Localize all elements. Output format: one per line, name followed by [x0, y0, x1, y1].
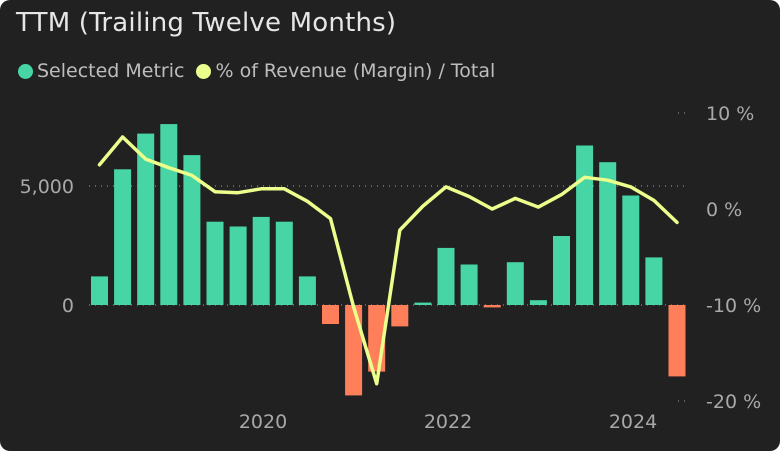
left-axis-tick-label: 5,000 — [20, 176, 74, 198]
x-axis-tick-label: 2020 — [239, 411, 287, 433]
bar — [252, 216, 270, 305]
bar — [206, 221, 224, 305]
legend-marker-icon — [18, 63, 33, 79]
bar — [668, 305, 686, 377]
bar — [91, 276, 108, 305]
x-axis-tick-label: 2024 — [609, 411, 657, 433]
bar — [506, 262, 524, 305]
left-axis-tick-label: 0 — [62, 295, 74, 317]
bar — [322, 305, 339, 324]
bar — [183, 155, 201, 305]
bar — [437, 247, 455, 305]
bar — [645, 257, 663, 305]
legend-marker-icon — [196, 63, 212, 79]
chart-title: TTM (Trailing Twelve Months) — [16, 8, 397, 38]
bar — [137, 133, 155, 305]
bar — [229, 226, 247, 305]
right-axis-tick-label: 0 % — [706, 199, 742, 221]
right-axis-tick-label: -10 % — [706, 295, 761, 317]
margin-line — [97, 135, 679, 386]
bar — [298, 276, 316, 305]
bar — [114, 169, 132, 305]
right-axis-tick-label: -20 % — [706, 391, 761, 413]
right-axis-tick-label: 10 % — [706, 103, 754, 125]
bar — [275, 221, 293, 305]
bar — [529, 300, 547, 305]
chart-legend: Selected Metric % of Revenue (Margin) / … — [18, 60, 507, 82]
bar — [160, 124, 178, 305]
bar — [553, 236, 570, 305]
bar — [576, 145, 594, 305]
bar — [345, 305, 363, 396]
legend-label: % of Revenue (Margin) / Total — [215, 60, 496, 82]
legend-item-margin[interactable]: % of Revenue (Margin) / Total — [196, 60, 495, 82]
bar — [460, 264, 478, 305]
legend-item-selected-metric[interactable]: Selected Metric — [18, 60, 184, 82]
bar — [483, 305, 501, 308]
bar — [599, 162, 617, 305]
bar — [622, 195, 640, 305]
legend-label: Selected Metric — [37, 60, 185, 82]
bar — [414, 302, 432, 305]
bar — [391, 305, 409, 327]
x-axis-tick-label: 2022 — [424, 411, 472, 433]
